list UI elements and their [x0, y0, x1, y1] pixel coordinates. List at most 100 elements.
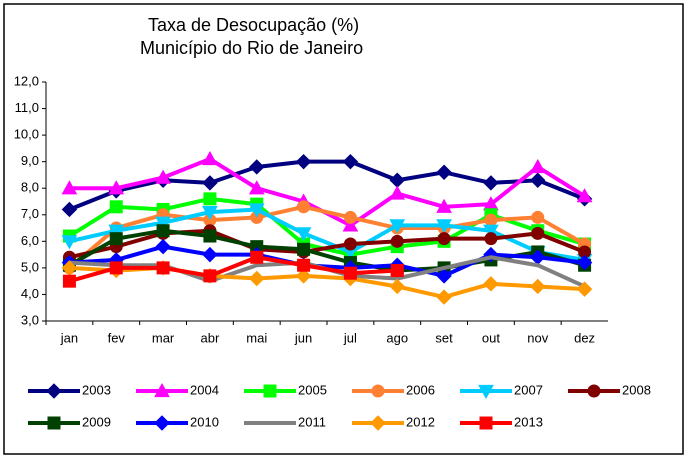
series-marker [531, 210, 545, 224]
y-tick-label: 7,0 [21, 206, 39, 221]
x-tick-label: nov [527, 330, 548, 345]
legend-marker [370, 415, 386, 431]
legend-label: 2006 [406, 382, 435, 397]
series-marker [483, 224, 499, 239]
x-tick-label: ago [386, 330, 408, 345]
series-marker [531, 226, 545, 240]
series-marker [297, 258, 311, 272]
series-line [68, 228, 586, 260]
series-marker [155, 216, 171, 231]
y-tick-label: 3,0 [21, 312, 39, 327]
series-marker [436, 164, 452, 180]
series-marker [295, 153, 312, 170]
y-tick-label: 9,0 [21, 153, 39, 168]
series-marker [530, 278, 546, 295]
x-tick-label: jun [294, 330, 312, 345]
y-tick-label: 12,0 [14, 73, 39, 88]
x-tick-label: mai [246, 330, 267, 345]
series-line [68, 204, 586, 270]
series-marker [109, 200, 123, 214]
series-marker [484, 232, 498, 246]
series-marker [62, 274, 76, 288]
legend-marker [479, 416, 493, 430]
series-marker [108, 224, 125, 239]
x-tick-label: out [482, 330, 500, 345]
series-marker [297, 200, 311, 214]
series-marker [389, 185, 406, 200]
legend-label: 2007 [514, 382, 543, 397]
y-tick-label: 6,0 [21, 233, 39, 248]
x-tick-label: set [435, 330, 453, 345]
series-marker [484, 213, 498, 227]
series-marker [436, 198, 452, 213]
series-marker [109, 261, 123, 275]
series-marker [343, 266, 357, 280]
legend-marker [587, 384, 601, 398]
series-line [68, 207, 585, 262]
series-marker [250, 250, 264, 264]
series-marker [342, 153, 359, 170]
series-marker [61, 180, 78, 195]
series-marker [109, 232, 123, 246]
y-tick-label: 10,0 [14, 127, 39, 142]
series-marker [203, 192, 217, 206]
series-line [68, 255, 398, 284]
series-marker [297, 242, 311, 256]
series-marker [437, 232, 451, 246]
series-marker [576, 281, 593, 297]
chart-title: Taxa de Desocupação (%) [148, 15, 359, 35]
series-marker [155, 238, 171, 255]
series-marker [202, 246, 218, 263]
series-line [69, 244, 585, 278]
x-tick-label: jul [343, 330, 357, 345]
series-marker [202, 175, 218, 191]
y-tick-label: 8,0 [21, 180, 39, 195]
series-marker [203, 229, 217, 243]
x-tick-label: abr [201, 330, 220, 345]
series-marker [389, 219, 406, 234]
series-marker [61, 201, 78, 218]
chart-subtitle: Município do Rio de Janeiro [140, 38, 363, 58]
y-tick-label: 4,0 [21, 286, 39, 301]
series-line [68, 159, 586, 212]
series-marker [436, 268, 452, 284]
legend-label: 2009 [82, 414, 111, 429]
series-marker [249, 159, 265, 175]
series-marker [156, 261, 170, 275]
y-tick-label: 5,0 [21, 259, 39, 274]
series-marker [249, 270, 265, 287]
x-tick-label: dez [574, 330, 595, 345]
legend-marker [371, 384, 385, 398]
series-marker [390, 264, 404, 278]
series-marker [61, 235, 78, 250]
legend-label: 2004 [190, 382, 219, 397]
legend-marker [154, 415, 170, 431]
y-tick-label: 11,0 [15, 100, 39, 115]
legend-label: 2013 [514, 414, 543, 429]
legend-label: 2003 [82, 382, 111, 397]
series-marker [576, 254, 593, 271]
x-tick-label: jan [60, 330, 78, 345]
series-marker [389, 278, 405, 295]
series-marker [202, 206, 218, 221]
series-marker [295, 227, 312, 242]
series-marker [248, 203, 265, 218]
x-tick-label: fev [108, 330, 126, 345]
series-marker [108, 180, 125, 195]
legend-marker [478, 384, 494, 400]
series-marker [343, 237, 357, 251]
series-marker [483, 175, 499, 191]
series-marker [156, 224, 170, 238]
series-marker [436, 289, 452, 305]
legend-label: 2010 [190, 414, 219, 429]
series-marker [203, 269, 217, 283]
series-marker [529, 158, 546, 174]
legend-label: 2011 [298, 414, 326, 429]
legend-marker [47, 416, 61, 430]
series-marker [342, 217, 359, 232]
series-marker [576, 188, 593, 203]
series-marker [295, 268, 312, 284]
legend-marker [154, 382, 170, 398]
legend-label: 2012 [406, 414, 435, 429]
